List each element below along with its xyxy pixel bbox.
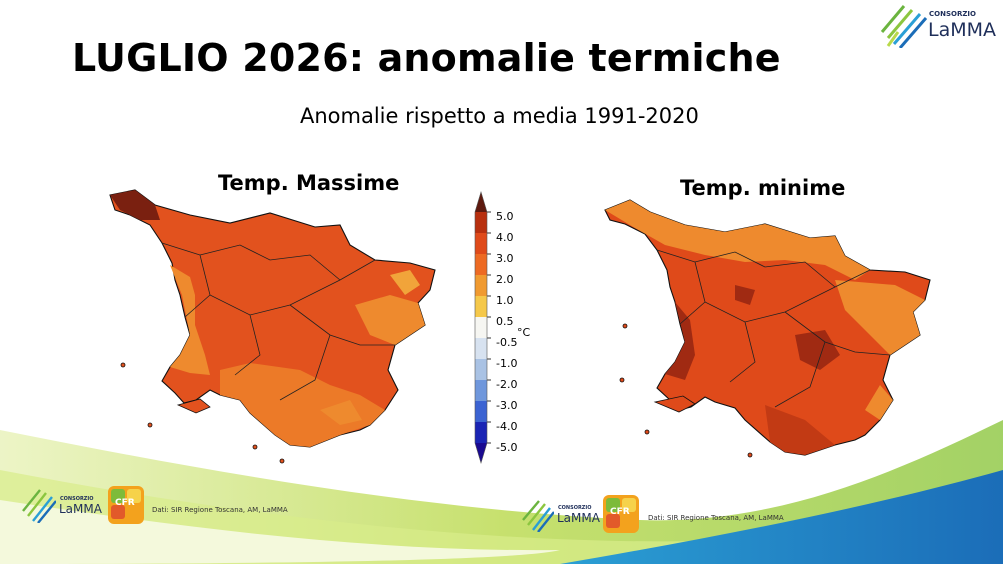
cb-unit: °C	[517, 326, 531, 339]
logo-big-text: LaMMA	[557, 511, 600, 525]
cb-tick-2: 2.0	[496, 273, 514, 286]
map-temp-minime	[604, 199, 931, 458]
colorbar-segment	[475, 212, 487, 233]
cfr-badge-text: CFR	[610, 507, 630, 517]
logo-big-text: LaMMA	[928, 19, 997, 41]
logo-big-text: LaMMA	[59, 502, 102, 516]
cb-tick-4: 4.0	[496, 231, 514, 244]
lamma-logo-bottom-right: CONSORZIO LaMMA	[520, 496, 604, 532]
cb-tick-neg-0-5: -0.5	[496, 336, 518, 349]
credit-right: Dati: SIR Regione Toscana, AM, LaMMA	[648, 514, 784, 522]
colorbar-segment	[475, 401, 487, 422]
colorbar-outline	[474, 190, 488, 465]
cb-tick-0-5: 0.5	[496, 315, 514, 328]
cb-tick-5: 5.0	[496, 210, 514, 223]
lamma-stripes-icon	[22, 489, 56, 523]
cb-tick-neg-1: -1.0	[496, 357, 518, 370]
colorbar-bottom-arrow	[475, 443, 487, 463]
colorbar-segment	[475, 359, 487, 380]
map-title-min: Temp. minime	[680, 176, 846, 200]
cb-tick-neg-5: -5.0	[496, 441, 518, 454]
colorbar-segment	[475, 296, 487, 317]
logo-small-text: CONSORZIO	[60, 496, 94, 502]
map-temp-massime	[109, 189, 436, 464]
colorbar-segment	[475, 422, 487, 443]
logo-small-text: CONSORZIO	[558, 505, 592, 511]
cfr-logo-bottom-right: CFR	[603, 495, 639, 533]
cfr-badge-text: CFR	[115, 498, 135, 508]
colorbar-segment	[475, 338, 487, 359]
slide-title: LUGLIO 2026: anomalie termiche	[72, 36, 781, 80]
colorbar-segment	[475, 317, 487, 338]
colorbar: 5.0 4.0 3.0 2.0 1.0 0.5 -0.5 -1.0 -2.0 -…	[470, 190, 540, 465]
cb-tick-neg-2: -2.0	[496, 378, 518, 391]
cb-tick-neg-4: -4.0	[496, 420, 518, 433]
colorbar-segment	[475, 233, 487, 254]
lamma-logo-top: CONSORZIO LaMMA	[878, 2, 1003, 48]
colorbar-segment	[475, 254, 487, 275]
cb-tick-3: 3.0	[496, 252, 514, 265]
lamma-logo-bottom-left: CONSORZIO LaMMA	[20, 485, 106, 525]
slide-subtitle: Anomalie rispetto a media 1991-2020	[300, 104, 699, 128]
lamma-stripes-icon	[880, 5, 928, 48]
cfr-logo-bottom-left: CFR	[108, 486, 144, 524]
logo-small-text: CONSORZIO	[929, 10, 976, 18]
map-title-max: Temp. Massime	[218, 171, 400, 195]
credit-left: Dati: SIR Regione Toscana, AM, LaMMA	[152, 506, 288, 514]
colorbar-scale	[474, 190, 491, 465]
colorbar-segment	[475, 380, 487, 401]
cb-tick-neg-3: -3.0	[496, 399, 518, 412]
colorbar-top-arrow	[475, 192, 487, 212]
cb-tick-1: 1.0	[496, 294, 514, 307]
colorbar-segment	[475, 275, 487, 296]
lamma-stripes-icon	[522, 500, 554, 532]
